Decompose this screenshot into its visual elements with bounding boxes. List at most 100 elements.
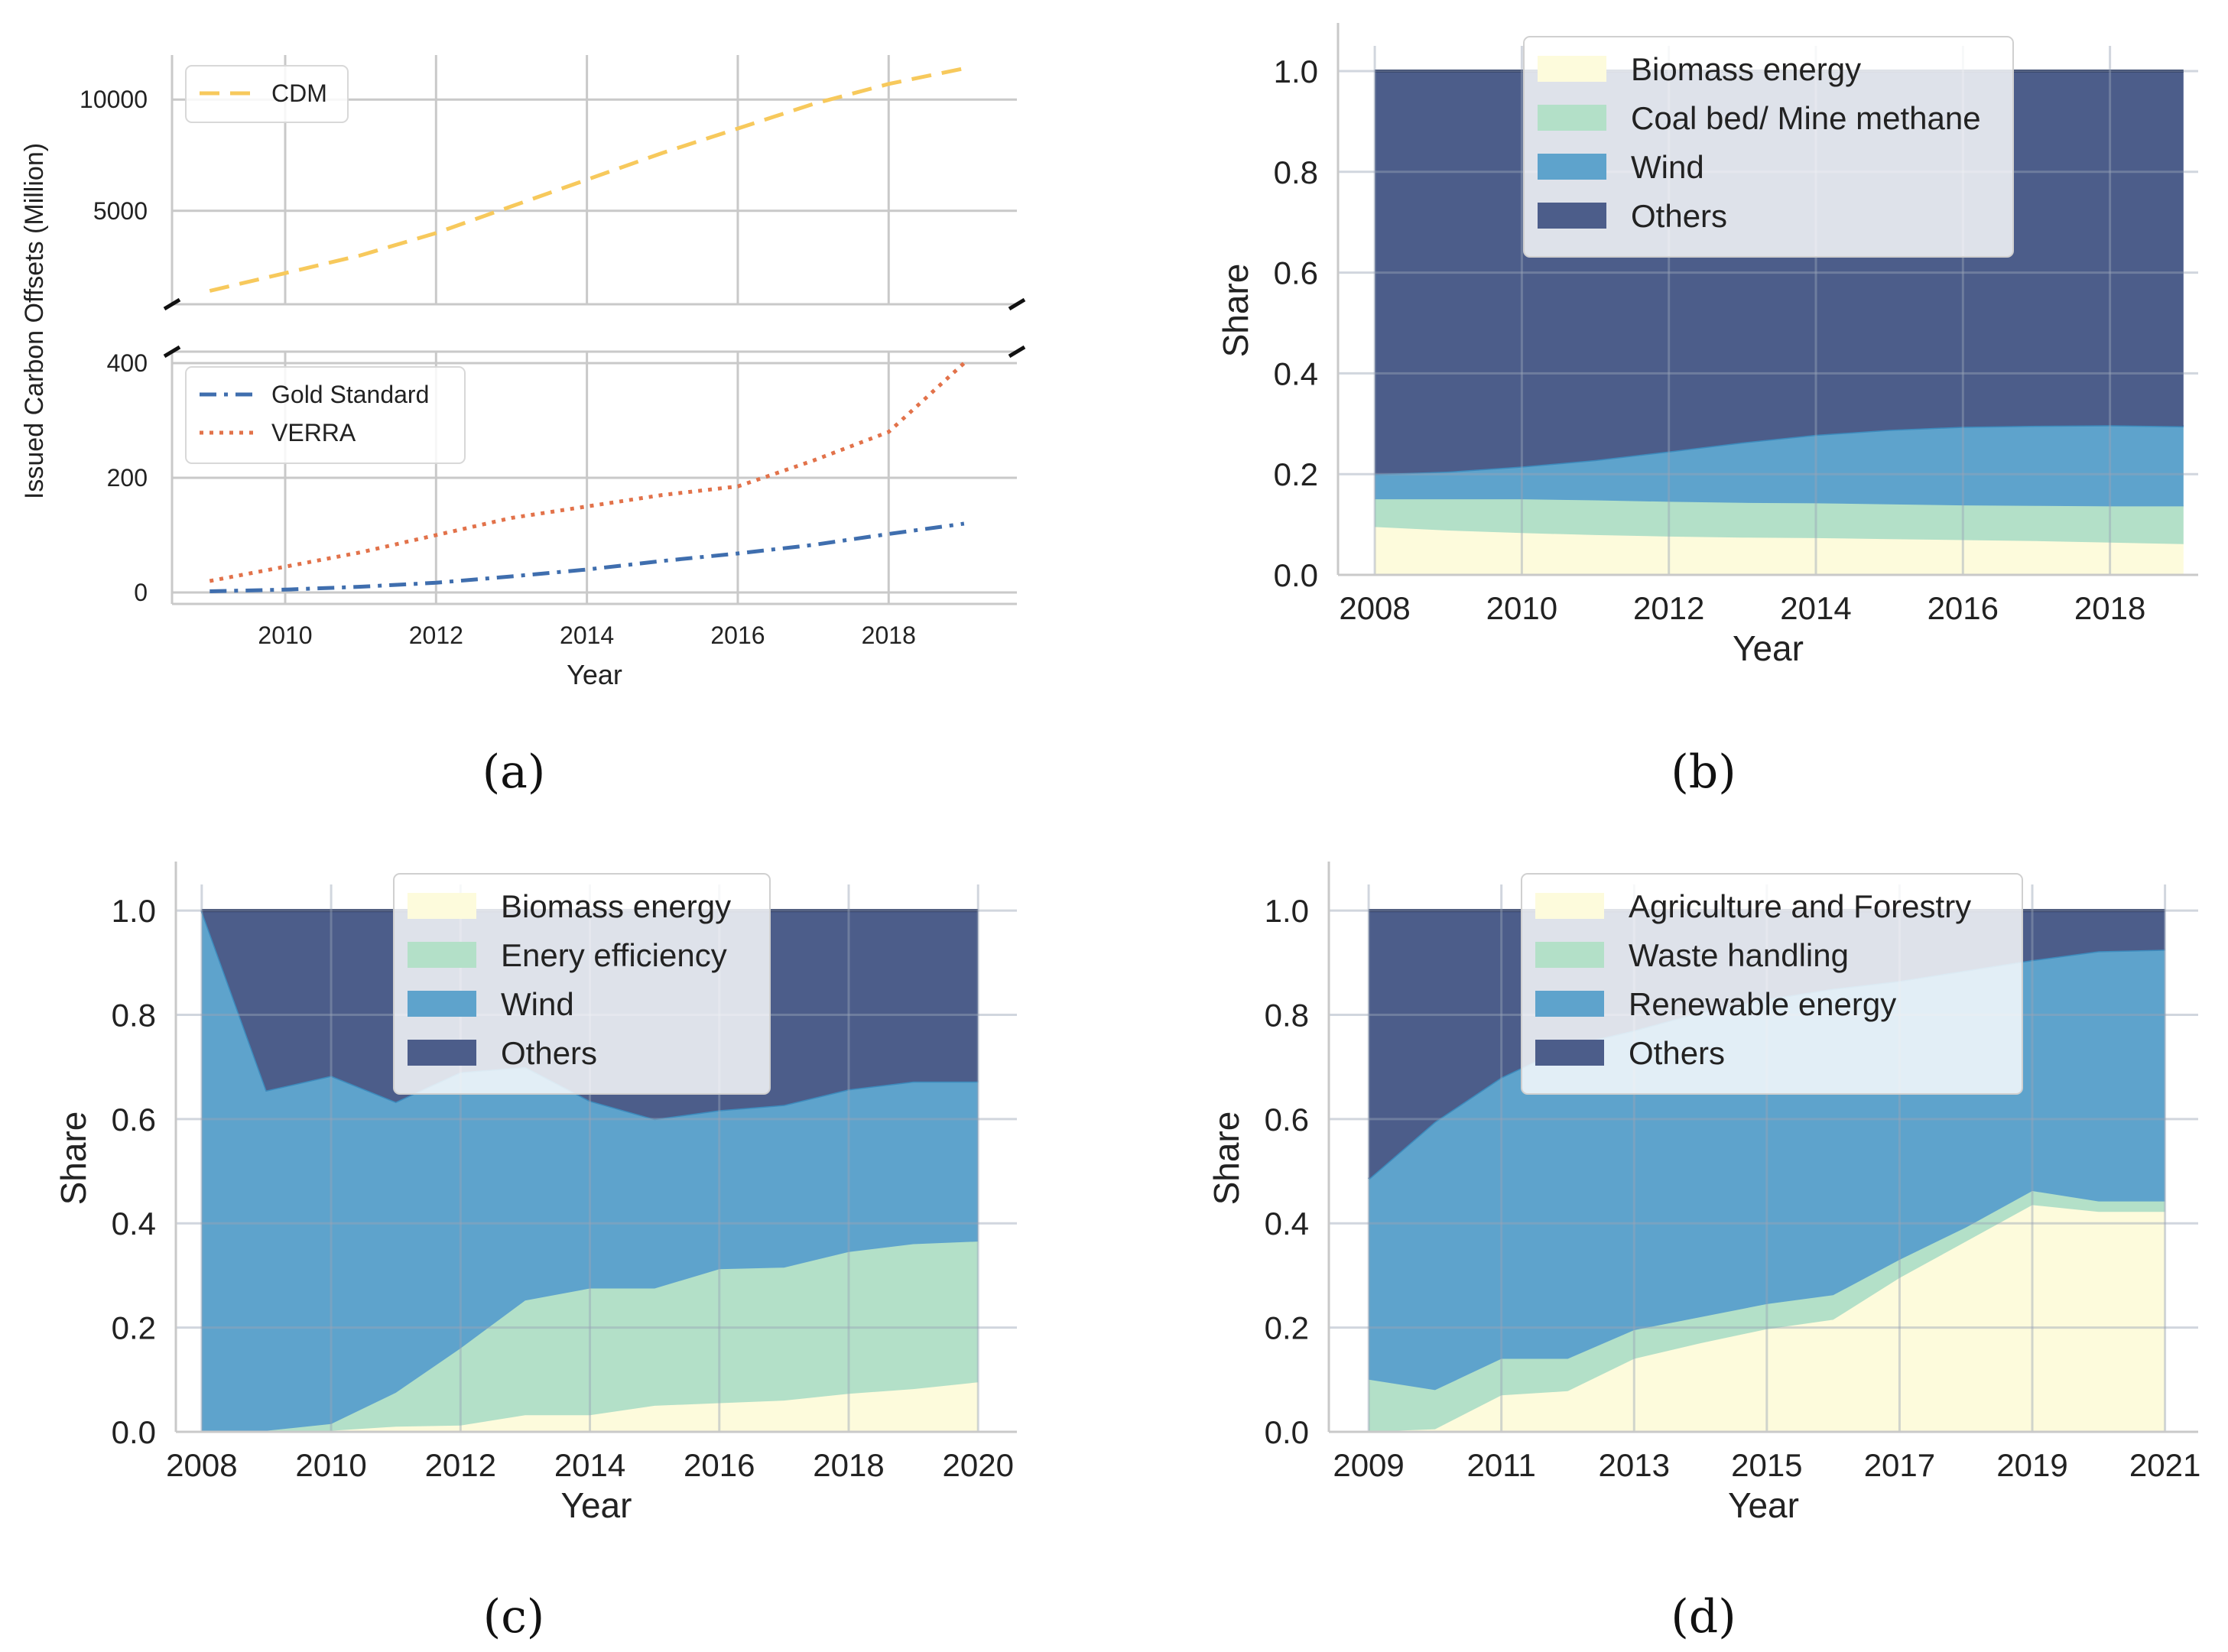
panel-b-legend-label: Others xyxy=(1631,198,1727,234)
panel-d-legend-label: Agriculture and Forestry xyxy=(1629,888,1971,924)
panel-d-legend-label: Others xyxy=(1629,1035,1725,1071)
panel-d-x-tick: 2019 xyxy=(1996,1447,2067,1483)
panel-d-y-tick: 1.0 xyxy=(1265,893,1309,929)
panel-a-legend-label: VERRA xyxy=(271,419,356,446)
panel-b-legend-label: Biomass energy xyxy=(1631,51,1861,87)
panel-d-legend-swatch xyxy=(1535,893,1604,919)
panel-d-y-tick: 0.4 xyxy=(1265,1206,1309,1241)
panel-b-x-tick: 2010 xyxy=(1486,590,1557,626)
panel-d-legend-box xyxy=(1521,873,2023,1095)
panel-c-legend-label: Biomass energy xyxy=(501,888,731,924)
panel-b-caption: (b) xyxy=(1671,745,1736,799)
panel-b-area-wind xyxy=(1375,425,2184,507)
panel-c-legend-swatch xyxy=(408,942,476,968)
panel-c-legend-swatch xyxy=(408,991,476,1017)
panel-c-x-tick: 2008 xyxy=(166,1447,237,1483)
panel-d-y-axis-label: Share xyxy=(1207,1112,1246,1206)
panel-d-x-tick: 2015 xyxy=(1731,1447,1802,1483)
panel-b-y-tick: 0.0 xyxy=(1274,557,1318,593)
panel-b-x-tick: 2012 xyxy=(1633,590,1704,626)
panel-c-x-tick: 2016 xyxy=(684,1447,755,1483)
panel-c-x-tick: 2012 xyxy=(425,1447,496,1483)
panel-b-y-tick: 0.2 xyxy=(1274,456,1318,492)
panel-c-y-tick: 0.8 xyxy=(112,997,156,1033)
panel-b-legend-swatch xyxy=(1538,203,1606,229)
panel-c-x-tick: 2018 xyxy=(813,1447,884,1483)
panel-d-legend-label: Renewable energy xyxy=(1629,986,1896,1022)
panel-c-y-tick: 1.0 xyxy=(112,893,156,929)
panel-c-area-wind xyxy=(201,910,979,1432)
panel-a-caption: (a) xyxy=(482,745,546,799)
panel-a: 2010 2012 2014 2016 2018 5000 10000 0 200 400 CDM G… xyxy=(20,55,1026,690)
panel-a-legend-box xyxy=(185,366,466,464)
panel-d-y-tick: 0.0 xyxy=(1265,1414,1309,1450)
panel-b-x-tick: 2008 xyxy=(1339,590,1410,626)
panel-b-legend-swatch xyxy=(1538,154,1606,180)
panel-b-x-tick: 2016 xyxy=(1928,590,1999,626)
panel-d-caption: (d) xyxy=(1671,1590,1736,1644)
panel-c-x-tick: 2020 xyxy=(943,1447,1014,1483)
panel-d-x-tick: 2011 xyxy=(1467,1447,1536,1483)
panel-c-legend-label: Wind xyxy=(501,986,574,1022)
panel-a-x-tick: 2016 xyxy=(710,622,765,649)
panel-a-axis-break-mark xyxy=(163,345,181,359)
panel-b-legend-box xyxy=(1523,36,2014,258)
panel-a-upper-y-tick: 5000 xyxy=(93,197,148,225)
panel-c-y-tick: 0.6 xyxy=(112,1102,156,1138)
panel-b-area-biomass-energy xyxy=(1375,527,2184,575)
panel-c-caption: (c) xyxy=(483,1590,544,1644)
panel-c-area-enery-efficiency xyxy=(201,1241,979,1432)
panel-c-legend-swatch xyxy=(408,1040,476,1066)
panel-a-series-cdm xyxy=(209,67,965,293)
panel-d-legend-swatch xyxy=(1535,1040,1604,1066)
panel-b-y-axis-label: Share xyxy=(1216,264,1255,358)
panel-c-y-tick: 0.2 xyxy=(112,1310,156,1346)
panel-c-x-tick: 2010 xyxy=(295,1447,366,1483)
panel-a-x-tick: 2014 xyxy=(560,622,614,649)
panel-d-legend-swatch xyxy=(1535,991,1604,1017)
panel-c-y-tick: 0.0 xyxy=(112,1414,156,1450)
panel-d-area-agriculture-and-forestry xyxy=(1369,1205,2165,1432)
panel-a-axis-break-mark xyxy=(163,297,181,311)
panel-c-area-biomass-energy xyxy=(201,1382,979,1432)
panel-b: 0.0 0.2 0.4 0.6 0.8 1.0 2008 2010 2012 2014 2016 20… xyxy=(1216,23,2198,668)
panel-d-x-tick: 2021 xyxy=(2129,1447,2200,1483)
panel-d-area-waste-handling xyxy=(1369,1191,2165,1432)
panel-a-legend-box xyxy=(185,65,349,123)
panel-d-y-tick: 0.2 xyxy=(1265,1310,1309,1346)
panel-a-upper-y-tick: 10000 xyxy=(80,86,148,113)
panel-b-y-tick: 1.0 xyxy=(1274,54,1318,89)
panel-b-legend-label: Wind xyxy=(1631,149,1704,185)
panel-b-x-tick: 2014 xyxy=(1780,590,1851,626)
panel-b-legend-label: Coal bed/ Mine methane xyxy=(1631,100,1981,136)
panel-a-lower-y-tick: 0 xyxy=(134,579,148,606)
panel-d-legend-label: Waste handling xyxy=(1629,937,1849,973)
panel-a-axis-break-mark xyxy=(1008,345,1026,359)
panel-a-x-tick: 2018 xyxy=(862,622,916,649)
panel-a-lower-y-tick: 400 xyxy=(107,349,148,377)
panel-a-x-tick: 2010 xyxy=(258,622,312,649)
panel-d-x-tick: 2009 xyxy=(1333,1447,1404,1483)
panel-d-x-axis-label: Year xyxy=(1728,1485,1799,1525)
panel-b-y-tick: 0.4 xyxy=(1274,355,1318,391)
panel-a-y-axis-label: Issued Carbon Offsets (Million) xyxy=(20,143,49,499)
panel-b-legend-swatch xyxy=(1538,56,1606,82)
panel-c: 0.0 0.2 0.4 0.6 0.8 1.0 2008 2010 2012 2014 2016 20… xyxy=(54,862,1017,1525)
panel-c-y-tick: 0.4 xyxy=(112,1206,156,1241)
panel-b-x-tick: 2018 xyxy=(2074,590,2145,626)
panel-d-x-tick: 2013 xyxy=(1599,1447,1670,1483)
panel-b-x-axis-label: Year xyxy=(1733,628,1804,668)
panel-c-legend-label: Others xyxy=(501,1035,597,1071)
panel-c-legend-box xyxy=(393,873,771,1095)
panel-a-x-tick: 2012 xyxy=(409,622,463,649)
panel-a-legend-label: Gold Standard xyxy=(271,381,429,408)
panel-c-legend-swatch xyxy=(408,893,476,919)
panel-a-axis-break-mark xyxy=(1008,297,1026,311)
panel-b-legend-swatch xyxy=(1538,105,1606,131)
panel-d: 0.0 0.2 0.4 0.6 0.8 1.0 2009 2011 2013 2015 2017 20… xyxy=(1207,862,2200,1525)
panel-a-x-axis-label: Year xyxy=(567,659,622,690)
panel-d-y-tick: 0.6 xyxy=(1265,1102,1309,1138)
panel-d-x-tick: 2017 xyxy=(1864,1447,1935,1483)
panel-b-area-coal-bed-mine-methane xyxy=(1375,499,2184,544)
